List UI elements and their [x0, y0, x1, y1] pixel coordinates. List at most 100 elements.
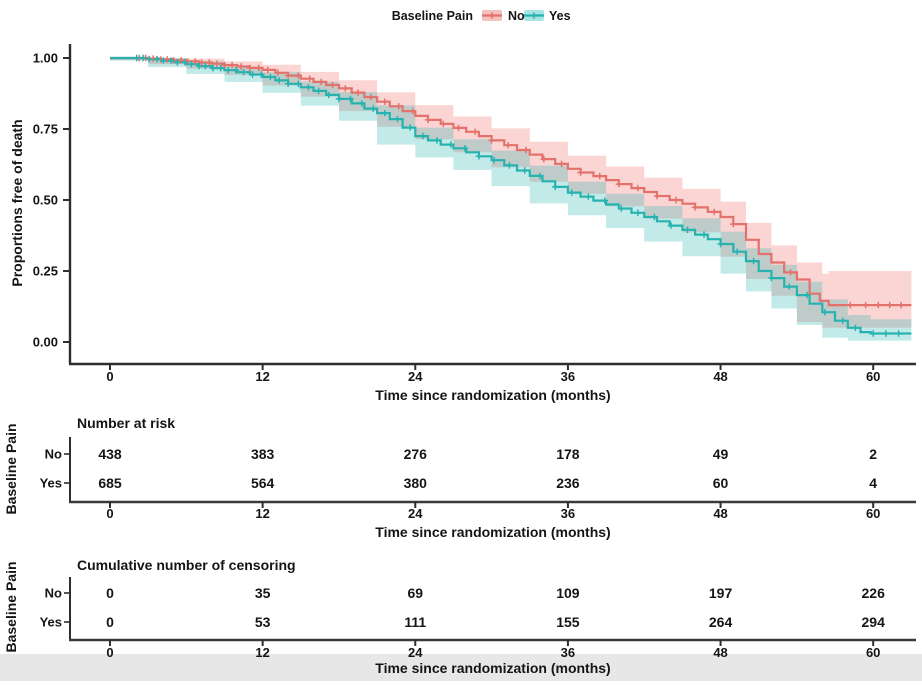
censor-table-title: Cumulative number of censoring — [77, 557, 296, 573]
censor-mark-yes — [768, 274, 775, 282]
censor-mark-yes — [717, 240, 724, 248]
censor-mark-yes — [700, 231, 708, 238]
table-value: 60 — [713, 475, 729, 491]
censor-mark-yes — [370, 105, 377, 112]
censor-mark-yes — [315, 87, 322, 95]
censor-mark-yes — [225, 67, 232, 74]
censor-mark-yes — [174, 59, 181, 66]
censor-mark-no — [886, 301, 893, 309]
censor-mark-no — [367, 94, 374, 101]
table-value: 4 — [869, 475, 877, 491]
censor-mark-no — [488, 137, 495, 144]
censor-mark-no — [221, 61, 228, 69]
censor-mark-no — [440, 120, 447, 128]
censor-mark-no — [471, 128, 479, 135]
censor-mark-no — [522, 146, 530, 154]
x-tick-label: 24 — [408, 506, 423, 521]
x-tick-label: 24 — [408, 369, 423, 384]
censor-mark-yes — [407, 124, 414, 131]
censor-mark-yes — [882, 330, 890, 337]
row-label-no: No — [45, 447, 62, 462]
table-value: 197 — [709, 585, 733, 601]
censor-mark-yes — [634, 209, 642, 216]
censor-mark-no — [284, 72, 292, 79]
table-value: 49 — [713, 446, 729, 462]
censor-mark-yes — [188, 61, 195, 68]
x-tick-label: 60 — [866, 506, 880, 521]
censor-mark-no — [381, 98, 388, 105]
censor-mark-yes — [202, 63, 209, 70]
censor-mark-yes — [167, 57, 175, 64]
x-tick-label: 36 — [561, 506, 575, 521]
censor-mark-yes — [419, 132, 427, 140]
risk-table-x-ticks: 0 12 24 36 48 60 — [106, 502, 880, 521]
y-tick-label: 0.00 — [33, 335, 58, 350]
censor-mark-yes — [521, 167, 528, 174]
censor-mark-no — [198, 59, 205, 66]
censor-mark-yes — [618, 205, 625, 212]
censor-mark-yes — [160, 57, 167, 64]
table-value: 685 — [98, 475, 122, 491]
censor-mark-yes — [347, 95, 354, 103]
x-tick-label: 12 — [255, 645, 269, 660]
censor-mark-yes — [733, 248, 741, 255]
censor-mark-no — [875, 301, 882, 309]
censor-table-x-ticks: 0 12 24 36 48 60 — [106, 640, 880, 660]
x-tick-label: 48 — [713, 645, 727, 660]
x-tick-label: 12 — [255, 369, 269, 384]
censor-marks — [133, 54, 905, 337]
censor-mark-yes — [536, 172, 544, 180]
censor-mark-no — [192, 58, 199, 65]
censor-mark-no — [691, 204, 699, 211]
table-value: 564 — [251, 475, 275, 491]
censor-mark-yes — [750, 257, 757, 265]
y-tick-label: 0.50 — [33, 193, 58, 208]
censor-mark-yes — [433, 137, 441, 144]
table-value: 2 — [869, 446, 877, 462]
x-tick-label: 36 — [561, 369, 575, 384]
censor-mark-yes — [133, 54, 140, 62]
censor-mark-no — [409, 107, 416, 115]
censor-mark-yes — [447, 141, 455, 148]
censor-mark-yes — [839, 317, 846, 324]
risk-table-side-label: Baseline Pain — [3, 423, 19, 514]
censor-mark-yes — [335, 95, 343, 103]
y-tick-label: 0.25 — [33, 264, 58, 279]
row-label-yes: Yes — [40, 476, 62, 491]
legend-title: Baseline Pain — [392, 9, 473, 23]
censor-mark-yes — [267, 73, 274, 81]
censor-mark-no — [653, 192, 661, 200]
x-tick-label: 24 — [408, 645, 423, 660]
censor-mark-no — [898, 301, 905, 309]
censor-mark-no — [228, 61, 236, 69]
censor-mark-yes — [394, 115, 401, 123]
censor-mark-no — [615, 180, 622, 188]
table-value: 276 — [404, 446, 428, 462]
censor-mark-yes — [568, 189, 575, 196]
censor-mark-yes — [461, 145, 469, 152]
censor-mark-yes — [325, 91, 332, 99]
censor-mark-yes — [786, 283, 793, 290]
censor-mark-yes — [153, 55, 161, 63]
censor-mark-no — [558, 160, 565, 168]
censor-mark-no — [274, 69, 282, 76]
x-tick-label: 36 — [561, 645, 575, 660]
risk-table: Number at risk Baseline Pain No 438 383 276… — [3, 415, 916, 540]
censor-mark-yes — [195, 63, 203, 70]
censor-table-side-label: Baseline Pain — [3, 561, 19, 652]
table-value: 383 — [251, 446, 275, 462]
y-tick-label: 1.00 — [33, 51, 58, 66]
main-y-ticks: 1.00 0.75 0.50 0.25 0.00 — [33, 51, 70, 350]
censor-mark-no — [213, 60, 220, 67]
censor-mark-no — [246, 64, 254, 72]
ci-band-yes — [110, 58, 912, 341]
censor-mark-yes — [232, 67, 240, 74]
censor-mark-yes — [240, 69, 247, 76]
censor-mark-yes — [552, 183, 559, 191]
censor-mark-no — [264, 66, 271, 74]
censor-mark-yes — [895, 330, 902, 337]
table-value: 35 — [255, 585, 271, 601]
censor-mark-yes — [821, 309, 829, 316]
censor-mark-no — [711, 208, 718, 216]
